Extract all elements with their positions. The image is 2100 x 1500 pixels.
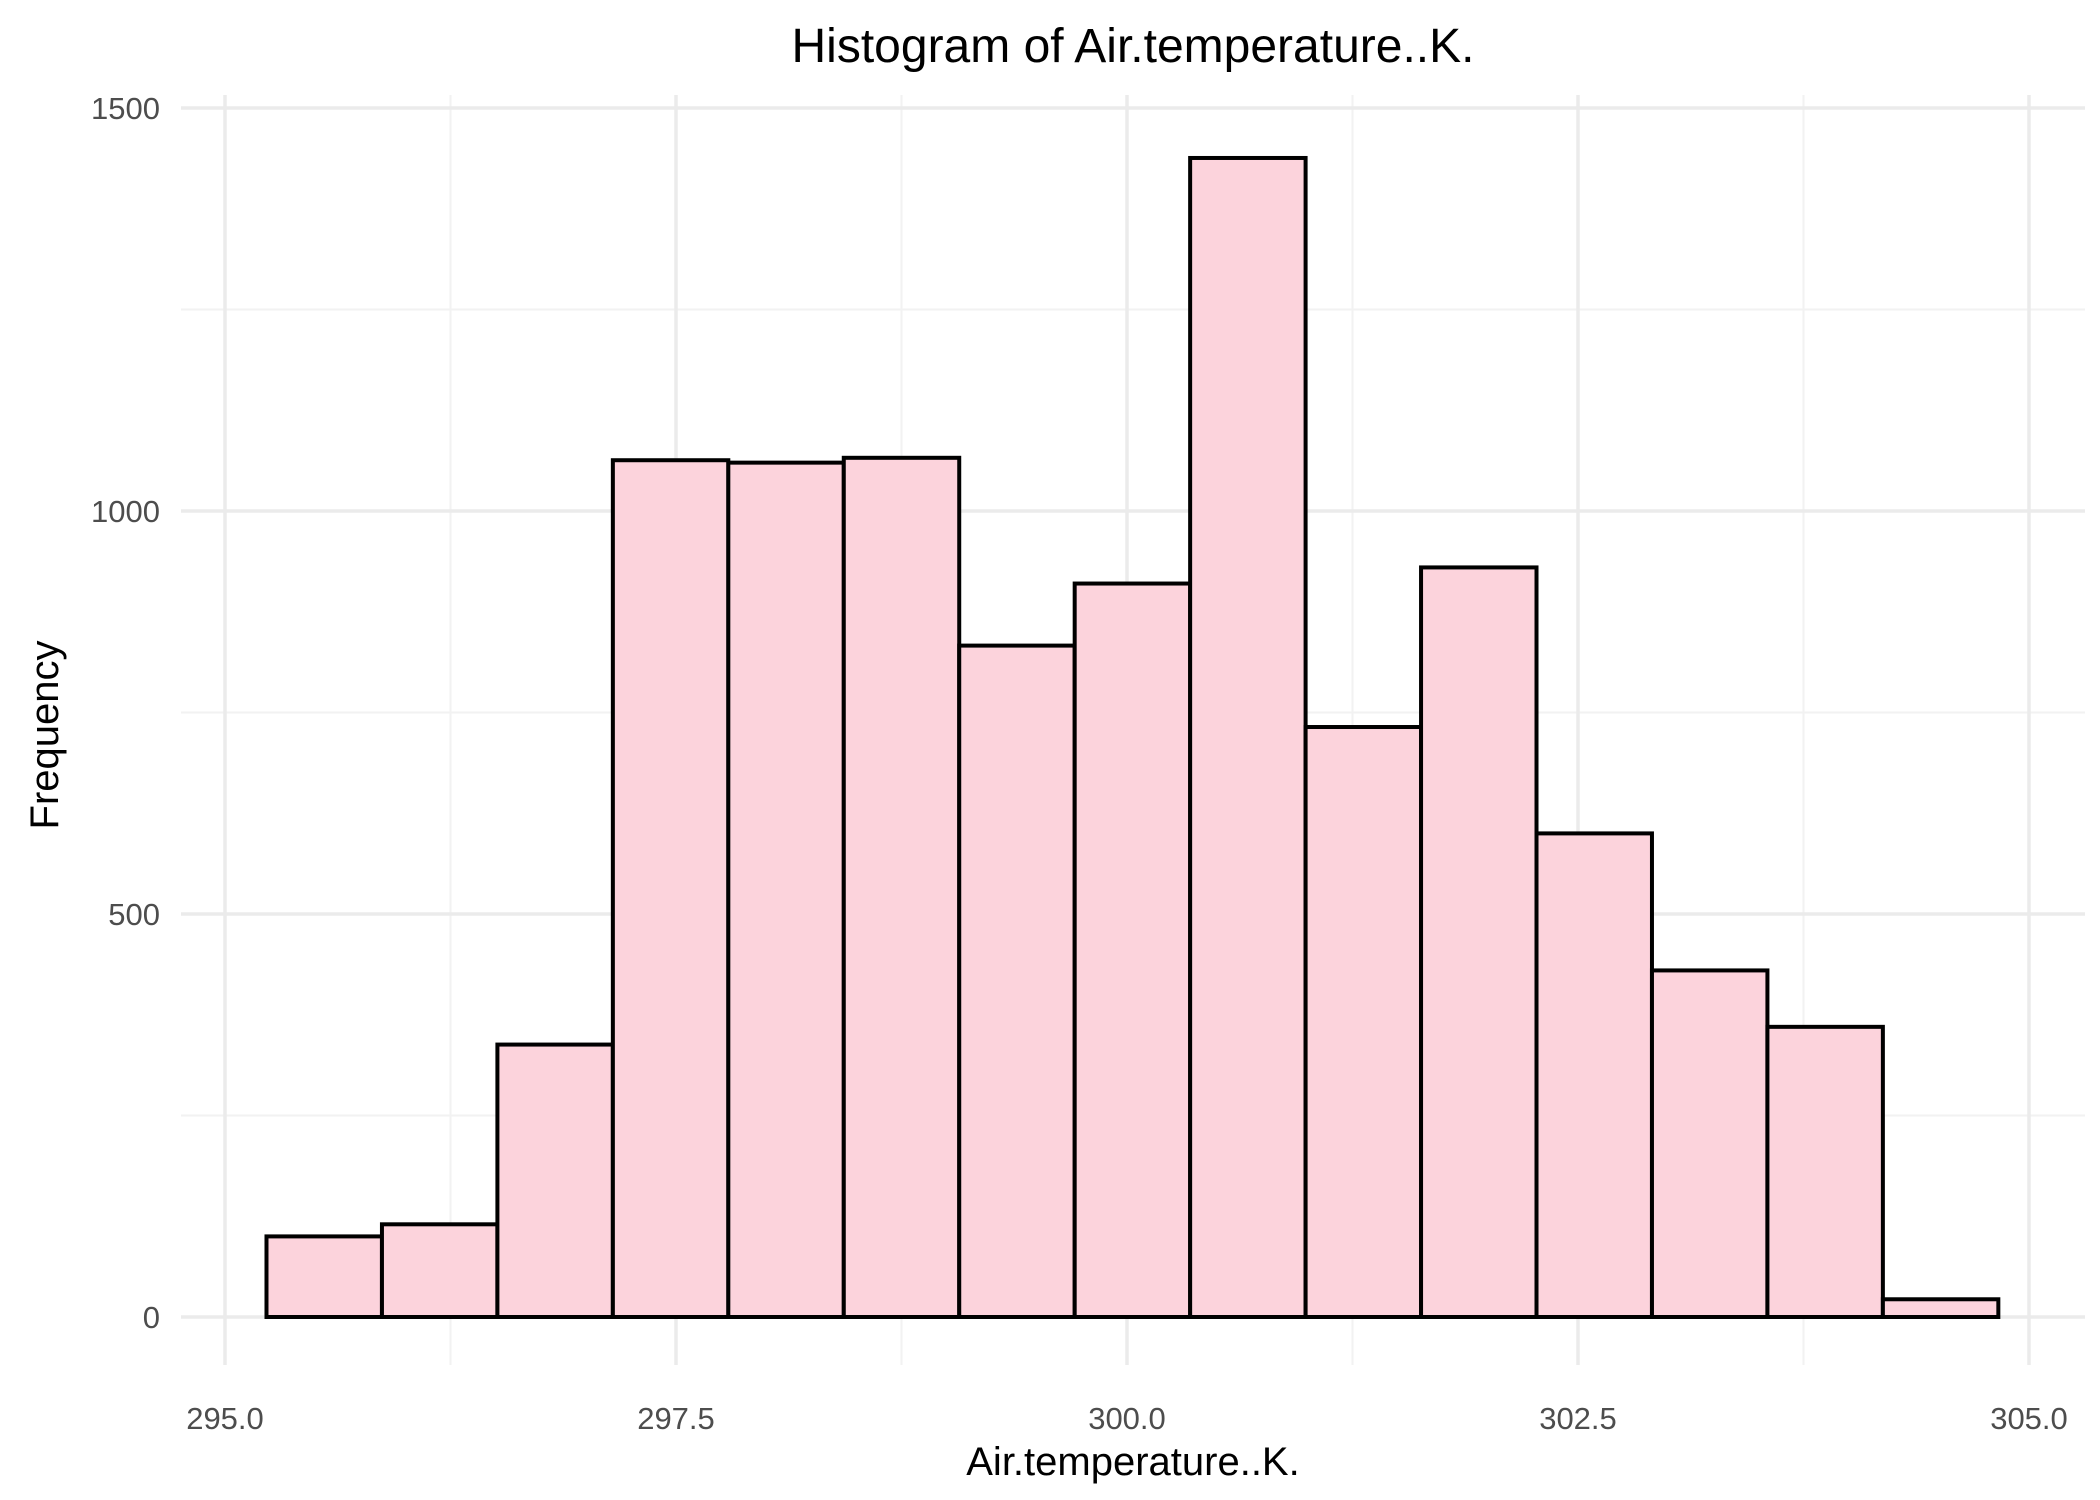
histogram-bar	[495, 1042, 615, 1320]
x-tick-label: 305.0	[1990, 1401, 2068, 1436]
histogram-bar	[1188, 155, 1308, 1319]
histogram-bar	[1419, 565, 1539, 1319]
histogram-bar	[1880, 1297, 2001, 1319]
histogram-bar	[957, 643, 1077, 1319]
x-tick-label: 297.5	[637, 1401, 715, 1436]
y-tick-label: 1000	[91, 494, 160, 529]
y-axis-title: Frequency	[23, 641, 67, 830]
y-tick-label: 1500	[91, 91, 160, 126]
histogram-bar	[726, 460, 846, 1319]
x-tick-label: 300.0	[1088, 1401, 1166, 1436]
y-axis-ticks: 0 500 1000 1500	[91, 91, 160, 1335]
x-tick-label: 302.5	[1539, 1401, 1617, 1436]
x-axis-ticks: 295.0 297.5 300.0 302.5 305.0	[186, 1401, 2068, 1436]
y-tick-label: 500	[108, 897, 160, 932]
histogram-bar	[1072, 581, 1193, 1319]
histogram-bar	[1303, 725, 1424, 1319]
histogram-bar	[264, 1234, 384, 1320]
histogram-bar	[841, 455, 962, 1319]
histogram-bar	[1765, 1024, 1885, 1319]
chart-title: Histogram of Air.temperature..K.	[792, 20, 1475, 73]
histogram-bar	[379, 1222, 500, 1320]
histogram-bar	[610, 458, 731, 1319]
x-axis-title: Air.temperature..K.	[966, 1440, 1299, 1484]
histogram-bar	[1534, 831, 1654, 1320]
y-tick-label: 0	[143, 1300, 160, 1335]
histogram-bar	[1649, 968, 1770, 1319]
x-tick-label: 295.0	[186, 1401, 264, 1436]
histogram-bars	[264, 155, 2001, 1320]
